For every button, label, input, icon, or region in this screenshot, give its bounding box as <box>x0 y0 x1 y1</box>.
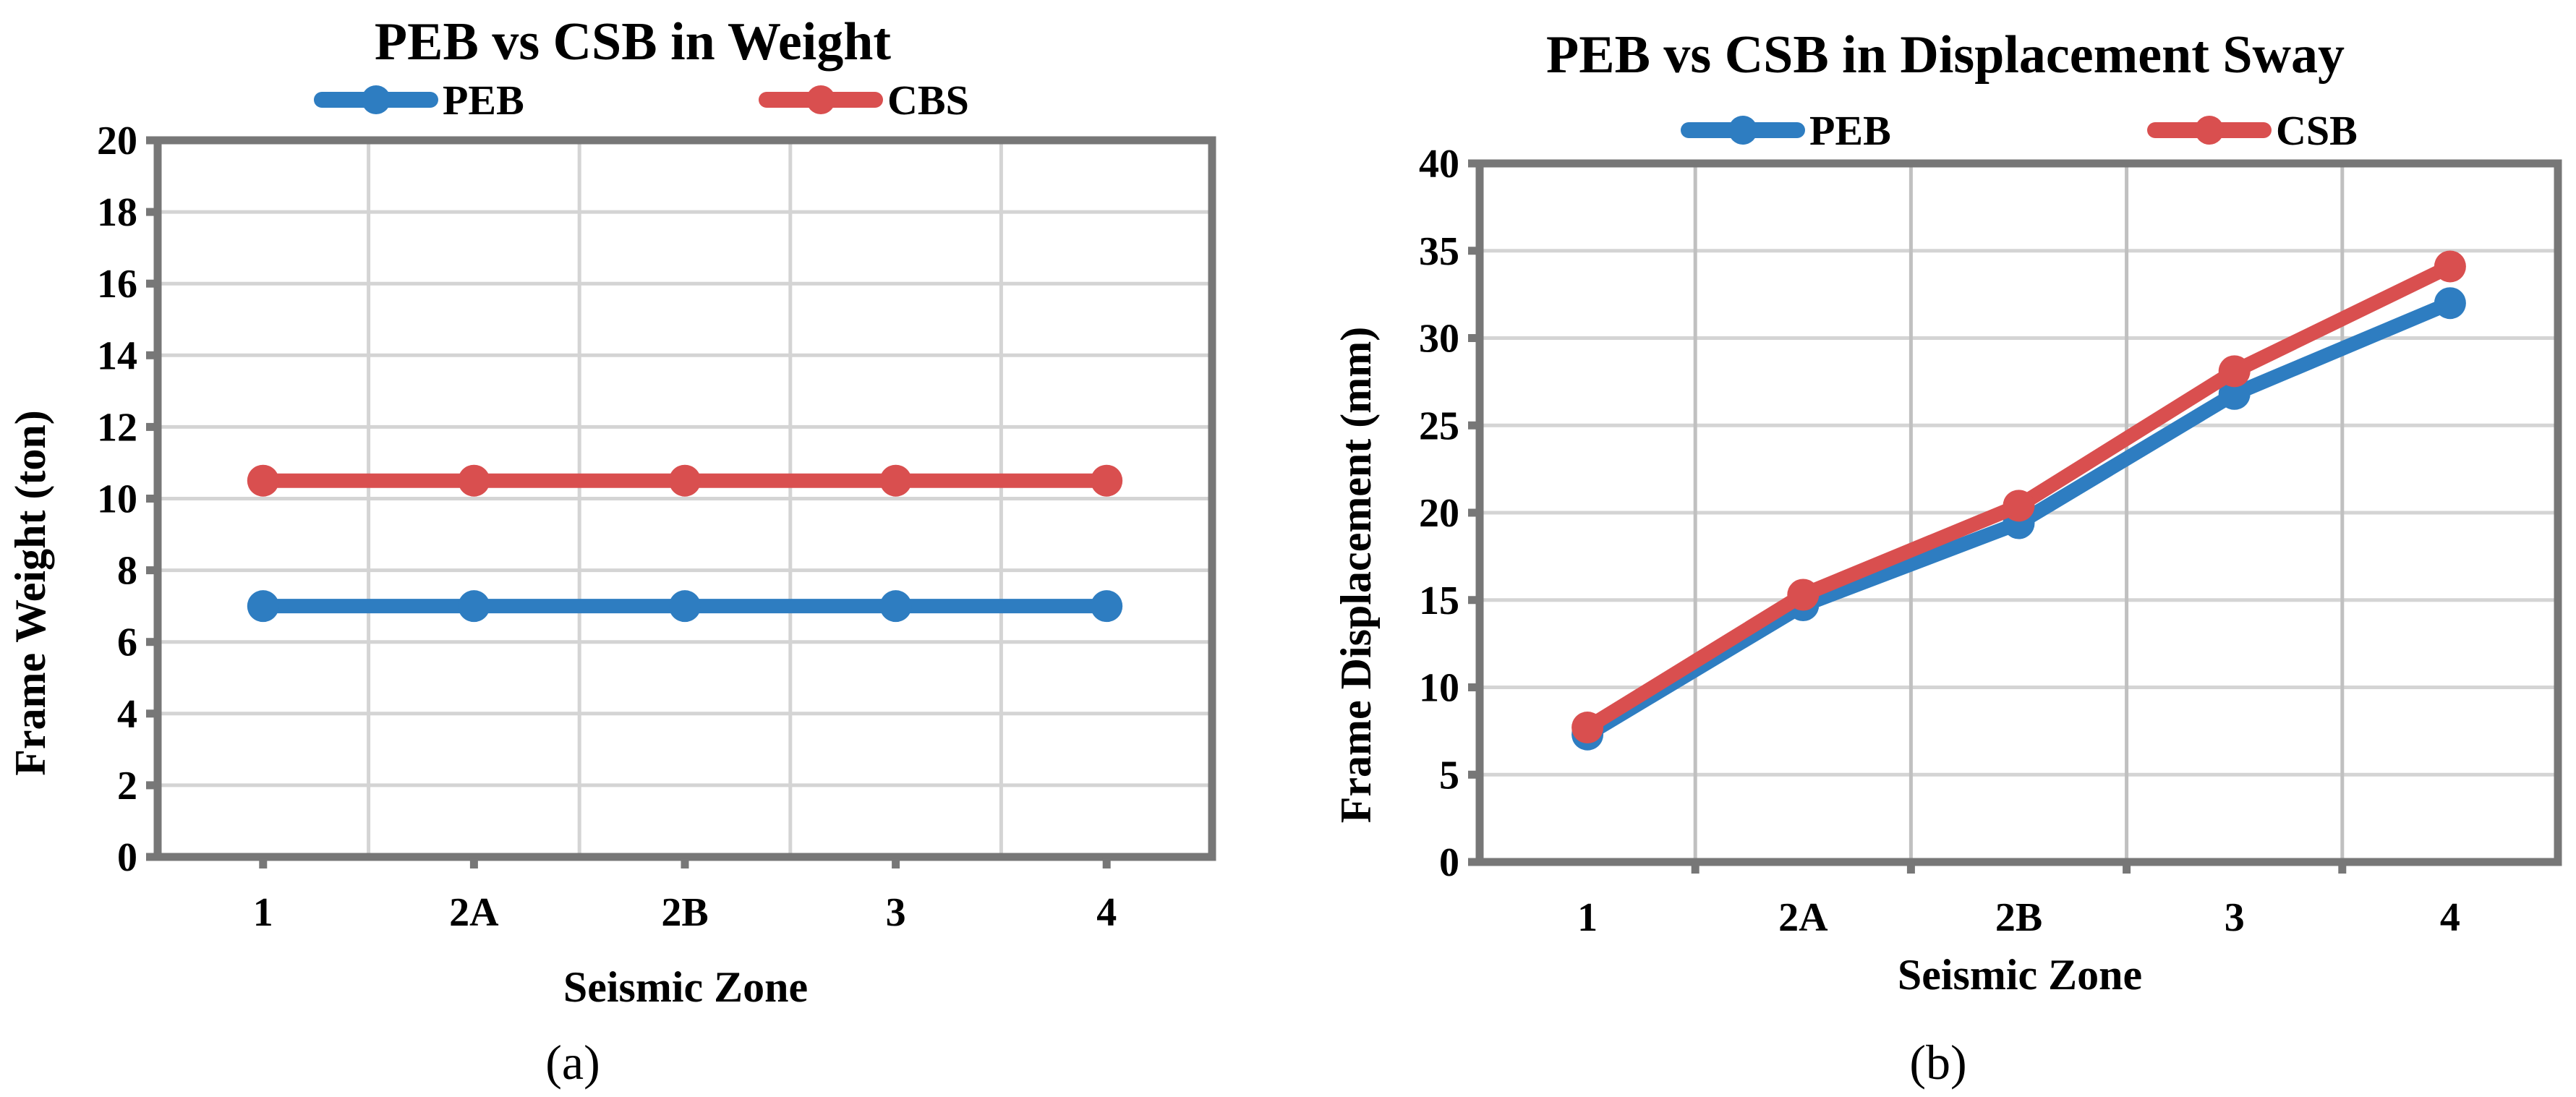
data-point-csb-1 <box>1571 712 1604 744</box>
legend-b-peb-label: PEB <box>1809 107 1891 154</box>
y-tick-label: 0 <box>117 835 137 880</box>
chart-a: PEB vs CSB in Weight PEB CBS 02468101214… <box>7 12 1216 1090</box>
x-tick-label-4: 4 <box>1096 890 1117 935</box>
chart-b-title: PEB vs CSB in Displacement Sway <box>1546 25 2345 85</box>
data-point-csb-2a <box>1787 579 1820 611</box>
data-point-peb-4 <box>1091 590 1123 623</box>
y-tick-label: 16 <box>97 262 137 307</box>
y-tick-label: 8 <box>117 549 137 594</box>
y-tick-label: 18 <box>97 190 137 235</box>
y-tick-label: 4 <box>117 692 137 737</box>
chart-b-xlabel: Seismic Zone <box>1898 951 2142 999</box>
chart-a-xlabel: Seismic Zone <box>563 963 808 1011</box>
y-tick-label: 12 <box>97 405 137 450</box>
chart-b-plot: 0 5 10 15 20 25 30 35 40 1 2A 2B 3 4 <box>1419 142 2562 940</box>
legend-b-csb-label: CSB <box>2276 107 2358 154</box>
x-tick-label-2b: 2B <box>661 890 708 935</box>
y-tick-label: 20 <box>97 119 137 163</box>
data-point-cbs-3 <box>879 464 912 497</box>
data-point-peb-1 <box>247 590 279 623</box>
chart-b-ylabel: Frame Displacement (mm) <box>1332 327 1380 823</box>
y-tick-label: 10 <box>97 477 137 522</box>
data-point-peb-3 <box>2218 377 2251 410</box>
legend-a-peb-marker <box>362 85 391 114</box>
y-tick-label: 20 <box>1419 491 1459 536</box>
legend-a-peb-label: PEB <box>443 77 524 124</box>
data-point-cbs-1 <box>247 464 279 497</box>
x-tick-label-2b: 2B <box>1995 895 2042 940</box>
legend-b-csb-marker <box>2195 116 2224 145</box>
chart-a-caption: (a) <box>545 1035 600 1090</box>
data-point-peb-2b <box>669 590 701 623</box>
chart-a-ylabel: Frame Weight (ton) <box>7 410 54 775</box>
y-tick-label: 30 <box>1419 317 1459 362</box>
legend-b-peb-marker <box>1728 116 1757 145</box>
x-tick-label-3: 3 <box>886 890 906 935</box>
y-tick-label: 6 <box>117 620 137 665</box>
y-tick-label: 10 <box>1419 666 1459 711</box>
y-tick-label: 0 <box>1439 840 1459 885</box>
chart-a-legend: PEB CBS <box>314 77 969 124</box>
y-tick-label: 5 <box>1439 753 1459 798</box>
y-tick-label: 35 <box>1419 229 1459 274</box>
x-tick-label-4: 4 <box>2440 895 2460 940</box>
x-tick-label-1: 1 <box>253 890 273 935</box>
data-point-csb-2b <box>2003 490 2035 522</box>
y-tick-label: 15 <box>1419 579 1459 623</box>
data-point-csb-3 <box>2218 355 2251 388</box>
legend-a-cbs-label: CBS <box>887 77 969 124</box>
x-tick-label-2a: 2A <box>1778 895 1828 940</box>
chart-b-legend: PEB CSB <box>1681 107 2358 154</box>
legend-a-cbs-marker <box>806 85 835 114</box>
x-tick-label-1: 1 <box>1577 895 1598 940</box>
data-point-peb-2a <box>458 590 490 623</box>
data-point-peb-4 <box>2434 287 2466 320</box>
y-tick-label: 14 <box>97 333 137 378</box>
data-point-csb-4 <box>2434 250 2466 283</box>
chart-a-title: PEB vs CSB in Weight <box>375 12 892 72</box>
x-tick-label-3: 3 <box>2225 895 2245 940</box>
y-tick-label: 40 <box>1419 142 1459 187</box>
x-tick-label-2a: 2A <box>449 890 499 935</box>
chart-b: PEB vs CSB in Displacement Sway PEB CSB … <box>1332 25 2562 1090</box>
y-tick-label: 2 <box>117 764 137 808</box>
data-point-cbs-2b <box>669 464 701 497</box>
data-point-peb-3 <box>879 590 912 623</box>
chart-b-caption: (b) <box>1909 1035 1966 1090</box>
data-point-cbs-2a <box>458 464 490 497</box>
data-point-cbs-4 <box>1091 464 1123 497</box>
y-tick-label: 25 <box>1419 404 1459 448</box>
chart-a-plot: 0 2 4 6 8 10 12 14 16 18 20 1 2A 2B 3 4 <box>97 119 1216 935</box>
